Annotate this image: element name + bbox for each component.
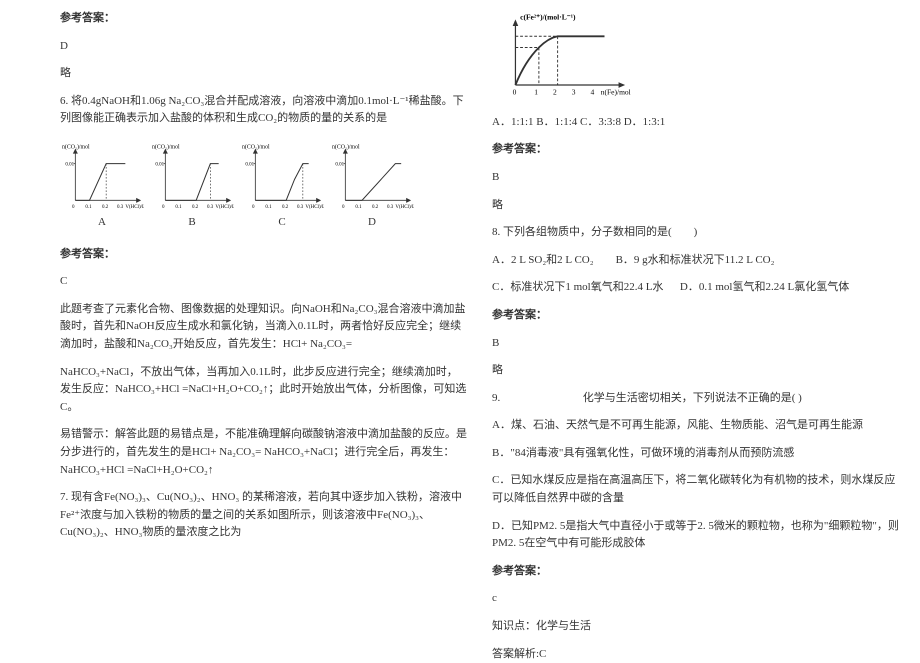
answer-6-p3: 易错警示：解答此题的易错点是，不能准确理解向碳酸钠溶液中滴加盐酸的反应。是分步进… bbox=[60, 426, 468, 479]
answer-header-9: 参考答案： bbox=[492, 563, 900, 581]
svg-text:n(CO₂)/mol: n(CO₂)/mol bbox=[62, 144, 90, 151]
chart-B-label: B bbox=[188, 214, 195, 232]
answer-6-p1: 此题考查了元素化合物、图像数据的处理知识。向NaOH和Na₂CO₃混合溶液中滴加… bbox=[60, 301, 468, 354]
svg-text:n(CO₂)/mol: n(CO₂)/mol bbox=[242, 144, 270, 151]
answer-header-8: 参考答案： bbox=[492, 307, 900, 325]
svg-text:n(CO₂)/mol: n(CO₂)/mol bbox=[332, 144, 360, 151]
svg-text:0.01: 0.01 bbox=[245, 162, 254, 167]
chart-D-label: D bbox=[368, 214, 376, 232]
q8-row2: C．标准状况下1 mol氧气和22.4 L水 D．0.1 mol氢气和2.24 … bbox=[492, 279, 900, 297]
svg-text:V(HCl)/L: V(HCl)/L bbox=[305, 205, 324, 210]
svg-text:0: 0 bbox=[342, 205, 345, 210]
chart-D-plot: n(CO₂)/mol 0.01 0 0.1 0.2 0.3 V(HCl)/L bbox=[330, 142, 414, 212]
left-column: 参考答案： D 略 6. 将0.4gNaOH和1.06g Na₂CO₃混合并配成… bbox=[60, 10, 480, 631]
q9-D: D．已知PM2. 5是指大气中直径小于或等于2. 5微米的颗粒物，也称为"细颗粒… bbox=[492, 518, 900, 553]
answer-body-8: 略 bbox=[492, 362, 900, 380]
q6-chart-row: n(CO₂)/mol 0.01 0 0.1 0.2 0.3 V(HCl)/ bbox=[60, 142, 468, 232]
svg-text:0.1: 0.1 bbox=[265, 205, 272, 210]
svg-text:0: 0 bbox=[162, 205, 165, 210]
answer-letter-6: C bbox=[60, 273, 468, 291]
svg-text:0.1: 0.1 bbox=[175, 205, 182, 210]
svg-text:0.3: 0.3 bbox=[117, 205, 124, 210]
question-7: 7. 现有含Fe(NO₃)₃、Cu(NO₃)₂、HNO₃ 的某稀溶液，若向其中逐… bbox=[60, 489, 468, 542]
svg-text:4: 4 bbox=[590, 87, 594, 96]
q8-optC: C．标准状况下1 mol氧气和22.4 L水 bbox=[492, 281, 663, 293]
svg-text:c(Fe²⁺)/(mol·L⁻¹): c(Fe²⁺)/(mol·L⁻¹) bbox=[520, 12, 576, 21]
chart-A: n(CO₂)/mol 0.01 0 0.1 0.2 0.3 V(HCl)/ bbox=[60, 142, 144, 232]
answer-letter-9: c bbox=[492, 590, 900, 608]
right-column: c(Fe²⁺)/(mol·L⁻¹) 0 1 2 3 4 n(Fe)/mol bbox=[480, 10, 900, 631]
chart-A-plot: n(CO₂)/mol 0.01 0 0.1 0.2 0.3 V(HCl)/ bbox=[60, 142, 144, 212]
svg-text:0.1: 0.1 bbox=[85, 205, 92, 210]
svg-text:0: 0 bbox=[72, 205, 75, 210]
svg-text:0.01: 0.01 bbox=[335, 162, 344, 167]
chart-C: n(CO₂)/mol 0.01 0 0.1 0.2 0.3 V(HCl)/ bbox=[240, 142, 324, 232]
q9-body: 化学与生活密切相关，下列说法不正确的是( ) bbox=[583, 392, 802, 404]
answer-header-5: 参考答案： bbox=[60, 10, 468, 28]
svg-text:V(HCl)/L: V(HCl)/L bbox=[215, 205, 234, 210]
chart-B-plot: n(CO₂)/mol 0.01 0 0.1 0.2 0.3 V(HCl)/ bbox=[150, 142, 234, 212]
answer-header-7: 参考答案： bbox=[492, 141, 900, 159]
q9-B: B．"84消毒液"具有强氧化性，可做环境的消毒剂从而预防流感 bbox=[492, 445, 900, 463]
chart-C-label: C bbox=[278, 214, 285, 232]
q7-options: A．1:1:1 B．1:1:4 C．3:3:8 D．1:3:1 bbox=[492, 114, 900, 132]
answer-6-p2: NaHCO₃+NaCl，不放出气体，当再加入0.1L时，此步反应进行完全；继续滴… bbox=[60, 364, 468, 417]
svg-text:2: 2 bbox=[553, 87, 557, 96]
answer-letter-5: D bbox=[60, 38, 468, 56]
q8-optA: A．2 L SO₂和2 L CO₂ bbox=[492, 254, 594, 266]
answer-9-analysis: 答案解析:C bbox=[492, 646, 900, 663]
q7-curve-chart: c(Fe²⁺)/(mol·L⁻¹) 0 1 2 3 4 n(Fe)/mol bbox=[492, 10, 642, 104]
question-8: 8. 下列各组物质中，分子数相同的是( ) bbox=[492, 224, 900, 242]
svg-text:1: 1 bbox=[534, 87, 538, 96]
svg-text:0.3: 0.3 bbox=[387, 205, 394, 210]
svg-text:V(HCl)/L: V(HCl)/L bbox=[125, 205, 144, 210]
svg-text:0.01: 0.01 bbox=[65, 162, 74, 167]
svg-text:0.3: 0.3 bbox=[207, 205, 214, 210]
answer-header-6: 参考答案： bbox=[60, 246, 468, 264]
answer-body-7: 略 bbox=[492, 197, 900, 215]
q8-optB: B．9 g水和标准状况下11.2 L CO₂ bbox=[616, 254, 775, 266]
q9-prefix: 9. bbox=[492, 392, 500, 404]
answer-letter-8: B bbox=[492, 335, 900, 353]
answer-9-knowledge: 知识点：化学与生活 bbox=[492, 618, 900, 636]
page-root: 参考答案： D 略 6. 将0.4gNaOH和1.06g Na₂CO₃混合并配成… bbox=[0, 0, 920, 651]
q8-optD: D．0.1 mol氢气和2.24 L氯化氢气体 bbox=[680, 281, 849, 293]
chart-D: n(CO₂)/mol 0.01 0 0.1 0.2 0.3 V(HCl)/L bbox=[330, 142, 414, 232]
answer-body-5: 略 bbox=[60, 65, 468, 83]
svg-text:0.1: 0.1 bbox=[355, 205, 362, 210]
question-6: 6. 将0.4gNaOH和1.06g Na₂CO₃混合并配成溶液，向溶液中滴加0… bbox=[60, 93, 468, 128]
q8-row1: A．2 L SO₂和2 L CO₂ B．9 g水和标准状况下11.2 L CO₂ bbox=[492, 252, 900, 270]
answer-letter-7: B bbox=[492, 169, 900, 187]
svg-text:0.2: 0.2 bbox=[192, 205, 199, 210]
chart-B: n(CO₂)/mol 0.01 0 0.1 0.2 0.3 V(HCl)/ bbox=[150, 142, 234, 232]
q9-A: A．煤、石油、天然气是不可再生能源，风能、生物质能、沼气是可再生能源 bbox=[492, 417, 900, 435]
svg-text:0.3: 0.3 bbox=[297, 205, 304, 210]
svg-text:0.2: 0.2 bbox=[102, 205, 109, 210]
svg-text:0: 0 bbox=[252, 205, 255, 210]
svg-text:n(CO₂)/mol: n(CO₂)/mol bbox=[152, 144, 180, 151]
chart-A-label: A bbox=[98, 214, 106, 232]
svg-text:0.2: 0.2 bbox=[282, 205, 289, 210]
svg-text:0.01: 0.01 bbox=[155, 162, 164, 167]
q9-C: C．已知水煤反应是指在高温高压下，将二氧化碳转化为有机物的技术，则水煤反应可以降… bbox=[492, 472, 900, 507]
svg-text:n(Fe)/mol: n(Fe)/mol bbox=[601, 87, 631, 96]
svg-text:3: 3 bbox=[572, 87, 576, 96]
question-9: 9. 化学与生活密切相关，下列说法不正确的是( ) bbox=[492, 390, 900, 408]
svg-text:0.2: 0.2 bbox=[372, 205, 379, 210]
svg-text:0: 0 bbox=[513, 87, 517, 96]
chart-C-plot: n(CO₂)/mol 0.01 0 0.1 0.2 0.3 V(HCl)/ bbox=[240, 142, 324, 212]
svg-text:V(HCl)/L: V(HCl)/L bbox=[395, 205, 414, 210]
